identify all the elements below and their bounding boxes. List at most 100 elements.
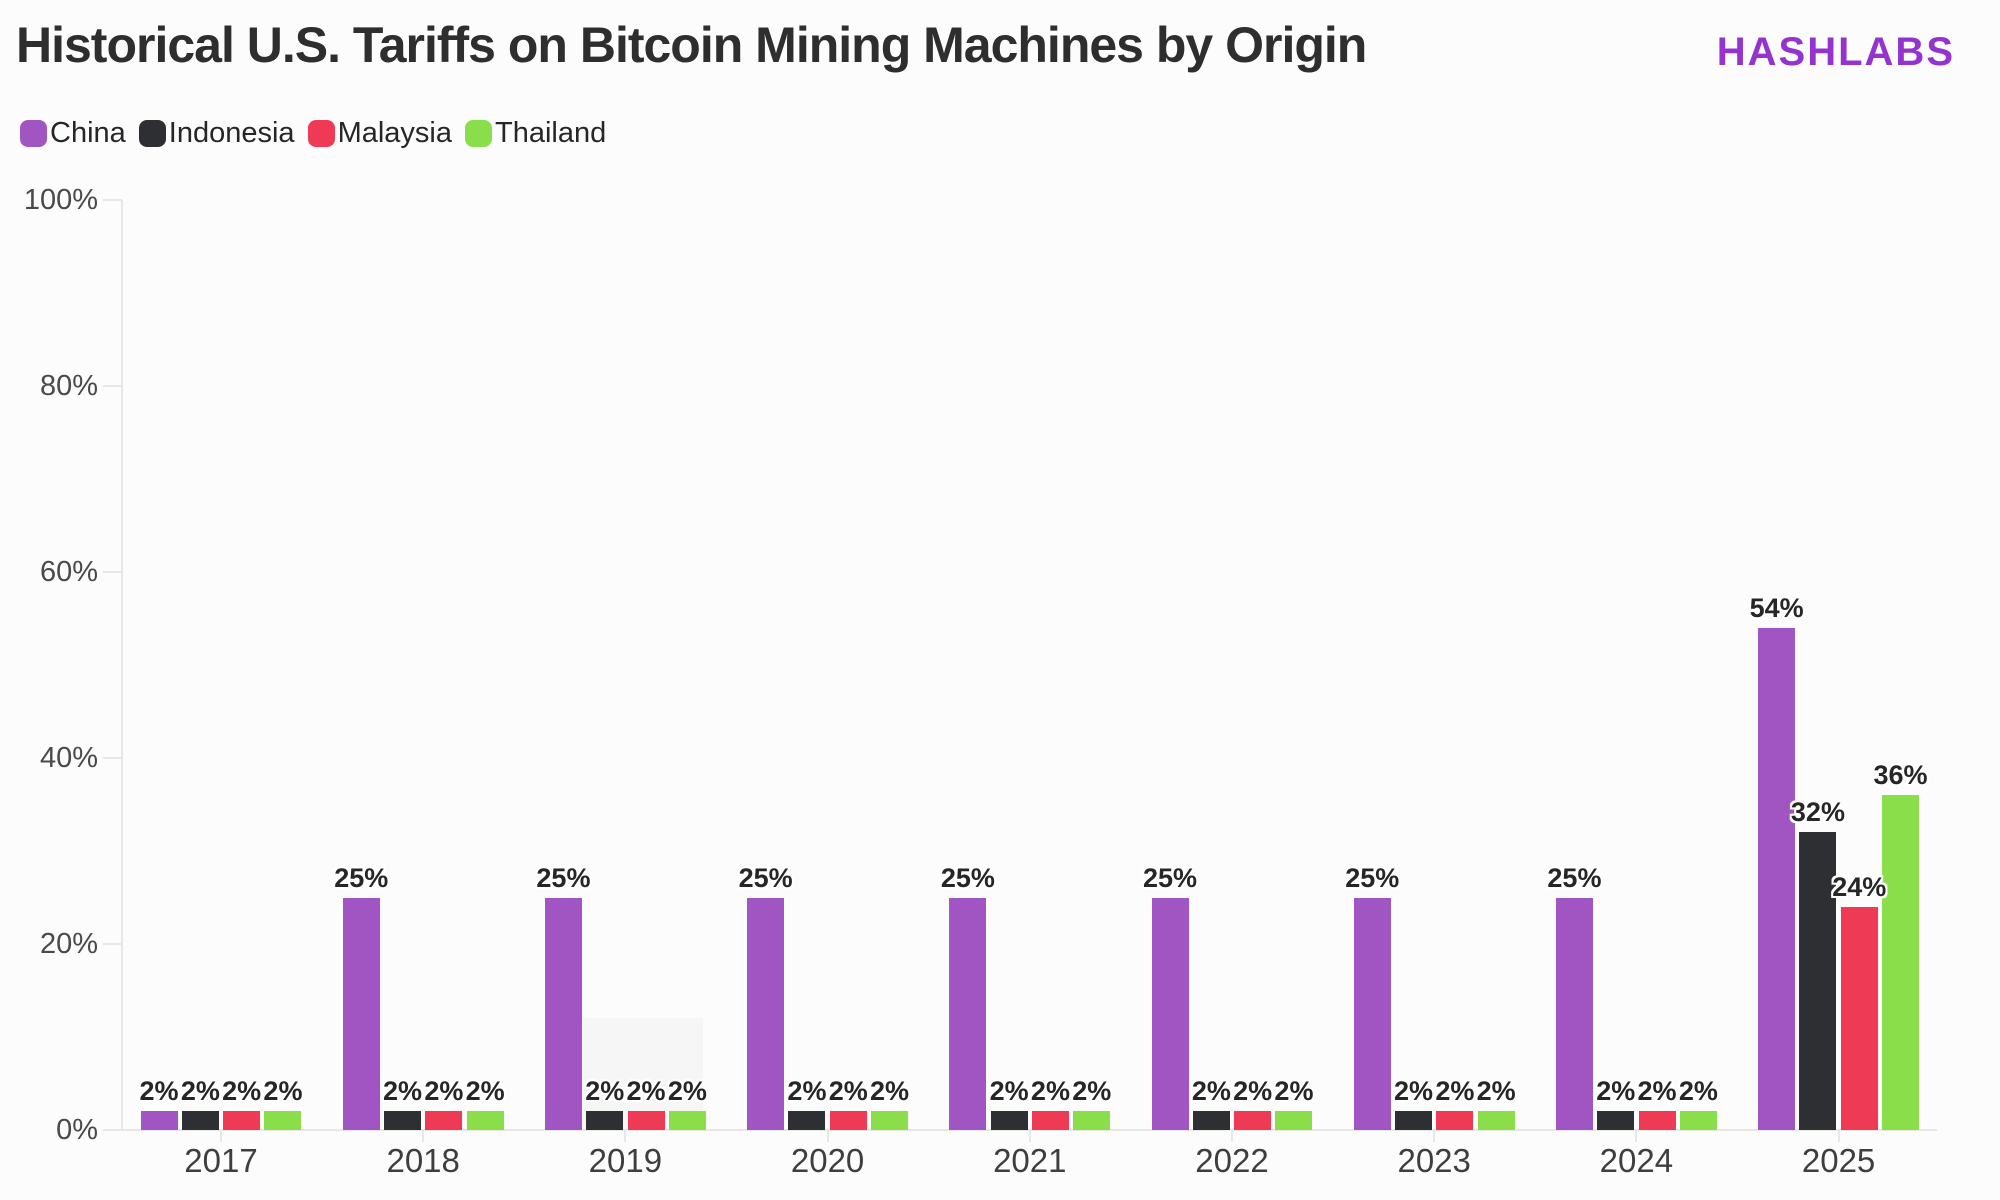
x-label-2018: 2018	[386, 1142, 460, 1179]
value-label-indonesia-2022: 2%	[1191, 1076, 1231, 1107]
x-label-2022: 2022	[1195, 1142, 1269, 1179]
value-label-china-2022: 25%	[1143, 862, 1198, 893]
x-label-2019: 2019	[588, 1142, 663, 1179]
bar-thailand-2024[interactable]	[1679, 1111, 1717, 1130]
value-label-thailand-2023: 2%	[1476, 1076, 1516, 1107]
value-label-thailand-2021: 2%	[1072, 1076, 1112, 1107]
value-label-malaysia-2018: 2%	[424, 1076, 464, 1107]
legend-item-thailand[interactable]: Thailand	[465, 119, 606, 148]
value-label-thailand-2017: 2%	[263, 1076, 303, 1107]
bar-malaysia-2019[interactable]	[627, 1111, 665, 1130]
value-label-indonesia-2024: 2%	[1596, 1076, 1636, 1107]
bar-indonesia-2021[interactable]	[990, 1111, 1028, 1130]
bar-malaysia-2018[interactable]	[425, 1111, 463, 1130]
bar-thailand-2023[interactable]	[1477, 1111, 1515, 1130]
x-tick-mark	[1433, 1130, 1436, 1142]
value-label-malaysia-2022: 2%	[1233, 1076, 1273, 1107]
bar-china-2022[interactable]	[1151, 897, 1189, 1130]
bar-thailand-2017[interactable]	[264, 1111, 302, 1130]
bar-china-2017[interactable]	[140, 1111, 178, 1130]
x-label-2025: 2025	[1801, 1142, 1876, 1179]
value-label-china-2023: 25%	[1345, 862, 1400, 893]
bar-indonesia-2018[interactable]	[384, 1111, 422, 1130]
legend-item-indonesia[interactable]: Indonesia	[138, 119, 295, 148]
y-tick-label: 100%	[23, 184, 98, 216]
value-label-indonesia-2019: 2%	[585, 1076, 625, 1107]
legend-label: China	[50, 117, 126, 149]
bar-malaysia-2023[interactable]	[1436, 1111, 1474, 1130]
x-tick-mark	[826, 1130, 829, 1142]
y-tick-label: 0%	[56, 1114, 98, 1146]
bar-china-2023[interactable]	[1353, 897, 1391, 1130]
bar-indonesia-2024[interactable]	[1597, 1111, 1635, 1130]
y-tick-mark	[103, 757, 122, 759]
legend-swatch-malaysia-icon	[307, 120, 335, 147]
bar-malaysia-2024[interactable]	[1638, 1111, 1676, 1130]
value-label-malaysia-2025: 24%	[1832, 871, 1887, 902]
bar-china-2019[interactable]	[544, 897, 582, 1130]
bar-malaysia-2017[interactable]	[223, 1111, 261, 1130]
y-tick-mark	[103, 199, 122, 201]
x-tick-mark	[624, 1130, 627, 1142]
value-label-malaysia-2024: 2%	[1637, 1076, 1677, 1107]
bar-china-2024[interactable]	[1555, 897, 1593, 1130]
hashlabs-logo: HASHLABS	[1716, 30, 1955, 74]
x-label-2021: 2021	[993, 1142, 1067, 1179]
bar-thailand-2019[interactable]	[668, 1111, 706, 1130]
y-tick-label: 80%	[39, 370, 98, 402]
y-tick-mark	[103, 385, 122, 387]
x-label-2017: 2017	[184, 1142, 258, 1179]
bar-thailand-2021[interactable]	[1073, 1111, 1111, 1130]
x-label-2023: 2023	[1397, 1142, 1471, 1179]
bar-indonesia-2023[interactable]	[1395, 1111, 1433, 1130]
legend-item-china[interactable]: China	[20, 117, 126, 149]
x-tick-mark	[1837, 1130, 1840, 1142]
value-label-malaysia-2017: 2%	[222, 1076, 262, 1107]
bar-china-2018[interactable]	[342, 897, 380, 1130]
value-label-thailand-2018: 2%	[465, 1076, 505, 1107]
bar-china-2020[interactable]	[747, 897, 785, 1130]
value-label-indonesia-2020: 2%	[787, 1076, 827, 1107]
value-label-indonesia-2021: 2%	[989, 1076, 1029, 1107]
value-label-china-2020: 25%	[738, 862, 793, 893]
bar-thailand-2018[interactable]	[466, 1111, 504, 1130]
bar-china-2021[interactable]	[949, 897, 987, 1130]
legend-item-malaysia[interactable]: Malaysia	[307, 119, 452, 148]
y-tick-label: 60%	[39, 556, 98, 588]
x-tick-mark	[1231, 1130, 1233, 1142]
value-label-malaysia-2021: 2%	[1030, 1076, 1070, 1107]
y-tick-mark	[103, 571, 122, 573]
x-tick-mark	[1028, 1130, 1031, 1142]
x-tick-mark	[1635, 1130, 1638, 1142]
bar-indonesia-2025[interactable]	[1799, 832, 1837, 1130]
y-tick-label: 20%	[39, 928, 98, 960]
value-label-china-2019: 25%	[536, 862, 591, 893]
bar-thailand-2025[interactable]	[1882, 795, 1920, 1130]
x-label-2020: 2020	[790, 1142, 865, 1179]
bar-malaysia-2020[interactable]	[829, 1111, 867, 1130]
bar-malaysia-2025[interactable]	[1840, 906, 1878, 1130]
bar-indonesia-2022[interactable]	[1192, 1111, 1230, 1130]
value-label-malaysia-2020: 2%	[828, 1076, 868, 1107]
bar-indonesia-2017[interactable]	[181, 1111, 219, 1130]
bar-thailand-2022[interactable]	[1275, 1111, 1313, 1130]
value-label-china-2025: 54%	[1749, 592, 1804, 623]
bar-indonesia-2020[interactable]	[788, 1111, 826, 1130]
bar-malaysia-2022[interactable]	[1234, 1111, 1272, 1130]
bar-china-2025[interactable]	[1758, 627, 1796, 1130]
value-label-indonesia-2023: 2%	[1394, 1076, 1434, 1107]
value-label-china-2021: 25%	[940, 862, 995, 893]
bar-thailand-2020[interactable]	[871, 1111, 909, 1130]
value-label-indonesia-2025: 32%	[1790, 797, 1845, 828]
x-tick-mark	[422, 1130, 425, 1142]
value-label-china-2024: 25%	[1547, 862, 1602, 893]
x-label-2024: 2024	[1599, 1142, 1674, 1179]
value-label-indonesia-2017: 2%	[180, 1076, 220, 1107]
bar-malaysia-2021[interactable]	[1031, 1111, 1069, 1130]
bar-indonesia-2019[interactable]	[586, 1111, 624, 1130]
legend: China Indonesia Malaysia Thailand	[20, 117, 606, 149]
value-label-malaysia-2023: 2%	[1435, 1076, 1475, 1107]
value-label-thailand-2020: 2%	[870, 1076, 910, 1107]
y-tick-label: 40%	[39, 742, 98, 774]
